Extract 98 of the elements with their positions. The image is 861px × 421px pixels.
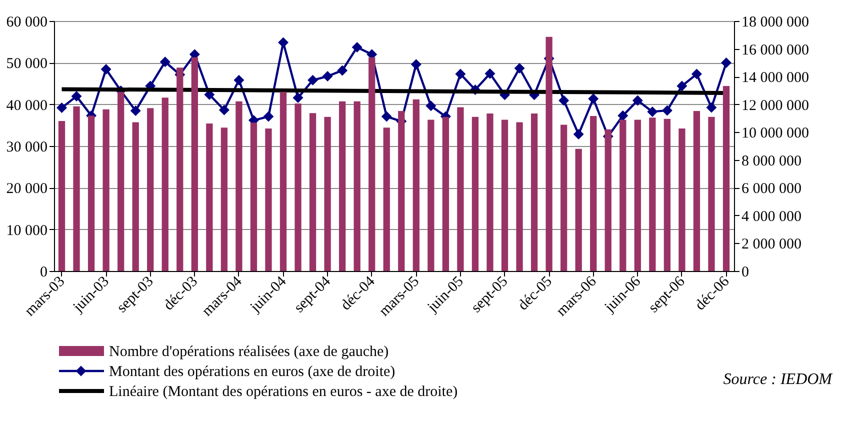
legend-label: Montant des opérations en euros (axe de droite) (109, 364, 396, 380)
y-tick-label: 40 000 (6, 98, 48, 114)
bar (442, 116, 450, 271)
point (426, 100, 436, 112)
bar (546, 36, 552, 271)
y2-tick-label: 6 000 000 (742, 181, 802, 198)
point (721, 58, 732, 68)
bar (102, 109, 110, 271)
y2-tick-label: 12 000 000 (742, 98, 809, 114)
y-tick-label: 10 000 (6, 222, 48, 239)
bar (88, 116, 95, 271)
legend-label: Linéaire (Montant des opérations en euros - axe de droite) (109, 384, 458, 400)
point (632, 95, 643, 106)
bar (280, 92, 287, 271)
bar (176, 68, 184, 271)
bar (147, 108, 154, 271)
bar (664, 118, 671, 271)
bar (294, 104, 302, 271)
point (130, 105, 141, 116)
y2-tick-label: 16 000 000 (742, 42, 809, 58)
bar (560, 124, 568, 271)
point (410, 59, 422, 70)
bar (265, 128, 272, 271)
y-tick-label: 60 000 (6, 14, 48, 30)
y2-tick-label: 2 000 000 (742, 236, 802, 253)
bar (354, 101, 360, 271)
point (308, 74, 318, 86)
point (352, 42, 362, 52)
point (160, 56, 170, 68)
point (514, 62, 525, 74)
bar (516, 122, 523, 271)
point (337, 65, 348, 76)
bar (575, 148, 582, 271)
point (676, 80, 688, 92)
point (234, 74, 244, 86)
y-tick-label: 50 000 (6, 56, 48, 72)
bar (398, 111, 405, 271)
point (218, 104, 230, 116)
bar (604, 129, 612, 271)
bar (530, 114, 538, 271)
y2-tick-label: 4 000 000 (742, 208, 802, 225)
bar (693, 111, 700, 271)
y2-tick-label: 10 000 000 (742, 126, 809, 142)
bar (191, 57, 198, 271)
bar (132, 122, 139, 271)
bar (58, 121, 66, 271)
bar (472, 116, 479, 271)
point (618, 110, 628, 121)
bar (206, 124, 213, 271)
legend-label: Nombre d'opérations réalisées (axe de gauche) (109, 344, 389, 360)
y-tick-label: 30 000 (6, 140, 48, 156)
point (573, 128, 584, 140)
point (647, 106, 658, 117)
bar (678, 128, 686, 271)
bar (620, 120, 626, 271)
bar (220, 128, 228, 271)
bar (501, 120, 508, 271)
point (278, 37, 288, 48)
point (662, 105, 672, 116)
bar (73, 106, 80, 271)
bar (368, 57, 376, 271)
bar (634, 120, 641, 271)
bar (412, 99, 420, 271)
point (71, 91, 82, 102)
point (588, 94, 599, 104)
bar (649, 118, 656, 271)
bar (708, 116, 715, 271)
y2-tick-label: 14 000 000 (742, 70, 809, 86)
point (322, 71, 333, 82)
point (56, 102, 67, 114)
point (263, 111, 274, 122)
bar (457, 107, 464, 271)
y2-tick-label: 8 000 000 (742, 153, 802, 170)
bar (324, 116, 331, 271)
point (381, 111, 392, 122)
point (484, 68, 496, 79)
y2-tick-label: 18 000 000 (742, 14, 809, 30)
point (706, 102, 717, 113)
point (455, 68, 466, 80)
bar (590, 116, 597, 271)
bar (117, 92, 124, 271)
source-note: Source : IEDOM (723, 371, 834, 388)
bar (486, 114, 494, 271)
point (100, 64, 112, 74)
bar (428, 120, 434, 271)
y-tick-label: 0 (40, 264, 48, 280)
point (558, 95, 570, 106)
y2-tick-label: 0 (742, 264, 749, 280)
bar (309, 113, 316, 271)
bar (162, 98, 168, 271)
bar (236, 101, 242, 271)
bar (250, 122, 258, 271)
y-tick-label: 20 000 (6, 181, 48, 198)
bar (722, 86, 730, 271)
bar (338, 101, 346, 271)
point (691, 68, 702, 80)
point (292, 92, 304, 104)
bar (383, 128, 390, 271)
